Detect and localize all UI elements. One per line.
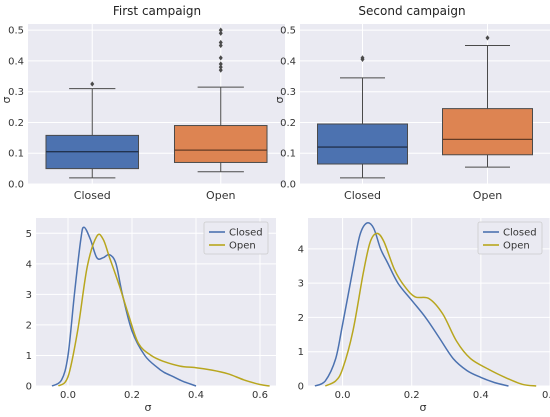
x-tick-label: 0.6 (252, 390, 268, 401)
panel-second-campaign-box: Second campaign σ 0.0 0.1 0.2 0.3 0.4 0.5 Clos… (273, 4, 550, 202)
box-open (442, 108, 533, 156)
x-tick-label: 0.0 (335, 390, 351, 401)
y-tick-label: 4 (298, 244, 304, 255)
x-tick-label: 0.2 (404, 390, 420, 401)
x-tick-label: 0.0 (60, 390, 76, 401)
legend: Closed Open (203, 221, 269, 255)
outlier-point (218, 39, 223, 46)
outlier-point (218, 30, 223, 36)
y-tick-label: 4 (26, 259, 32, 270)
y-tick-label: 0 (26, 382, 32, 393)
y-tick-label: 0.3 (8, 87, 24, 98)
panel-second-campaign-density: σ 0 1 2 3 4 0.0 0.2 0.4 0.6 Closed Open (298, 218, 550, 414)
x-tick-label: 0.4 (188, 390, 204, 401)
panel-title: Second campaign (358, 4, 465, 18)
legend-label-open: Open (503, 241, 530, 252)
y-tick-label: 1 (298, 347, 304, 358)
outlier-point (218, 27, 223, 33)
y-tick-label: 5 (26, 229, 32, 240)
outlier-point (218, 42, 223, 49)
legend-label-open: Open (229, 241, 256, 252)
outlier-point (218, 61, 223, 67)
y-tick-label: 0.0 (280, 180, 296, 191)
outlier-point (218, 64, 223, 70)
y-tick-label: 0.2 (8, 118, 24, 129)
density-line-open (324, 232, 537, 387)
legend-label-closed: Closed (229, 228, 263, 239)
x-tick-label: Open (473, 189, 502, 202)
y-tick-label: 0.1 (280, 149, 296, 160)
panel-first-campaign-box: First campaign σ 0.0 0.1 0.2 0.3 0.4 0.5 Close… (0, 4, 285, 202)
y-tick-label: 2 (298, 313, 304, 324)
legend-box (477, 221, 543, 255)
y-tick-label: 0 (298, 382, 304, 393)
x-tick-label: Closed (344, 189, 381, 202)
x-tick-label: Open (206, 189, 235, 202)
outlier-point (90, 81, 95, 87)
density-line-closed (51, 226, 197, 387)
y-tick-label: 3 (298, 279, 304, 290)
x-tick-label: 0.4 (473, 390, 489, 401)
y-tick-label: 0.5 (280, 26, 296, 37)
panel-title: First campaign (113, 4, 201, 18)
y-tick-label: 0.3 (280, 87, 296, 98)
y-tick-label: 0.2 (280, 118, 296, 129)
y-tick-label: 0.4 (280, 56, 296, 67)
y-tick-label: 0.4 (8, 56, 24, 67)
x-tick-label: 0.6 (542, 390, 550, 401)
outlier-point (485, 35, 490, 41)
panel-first-campaign-density: σ 0 1 2 3 4 5 0.0 0.2 0.4 0.6 Closed Open (26, 218, 276, 414)
outlier-point (218, 55, 223, 61)
y-tick-label: 2 (26, 320, 32, 331)
box-open (173, 125, 268, 163)
legend-box (203, 221, 269, 255)
y-tick-label: 1 (26, 351, 32, 362)
y-tick-label: 0.0 (8, 180, 24, 191)
legend: Closed Open (477, 221, 543, 255)
outlier-point (360, 55, 365, 61)
box-closed (317, 123, 408, 165)
density-line-open (57, 233, 270, 387)
x-axis-label: σ (420, 401, 427, 414)
x-axis-label: σ (145, 401, 152, 414)
legend-label-closed: Closed (503, 228, 537, 239)
y-tick-label: 0.5 (8, 26, 24, 37)
density-line-closed (314, 222, 509, 387)
y-tick-label: 3 (26, 290, 32, 301)
y-axis-label: σ (273, 96, 286, 103)
y-axis-label: σ (0, 96, 13, 103)
outlier-point (218, 67, 223, 73)
x-tick-label: Closed (74, 189, 111, 202)
x-tick-label: 0.2 (124, 390, 140, 401)
y-tick-label: 0.1 (8, 149, 24, 160)
